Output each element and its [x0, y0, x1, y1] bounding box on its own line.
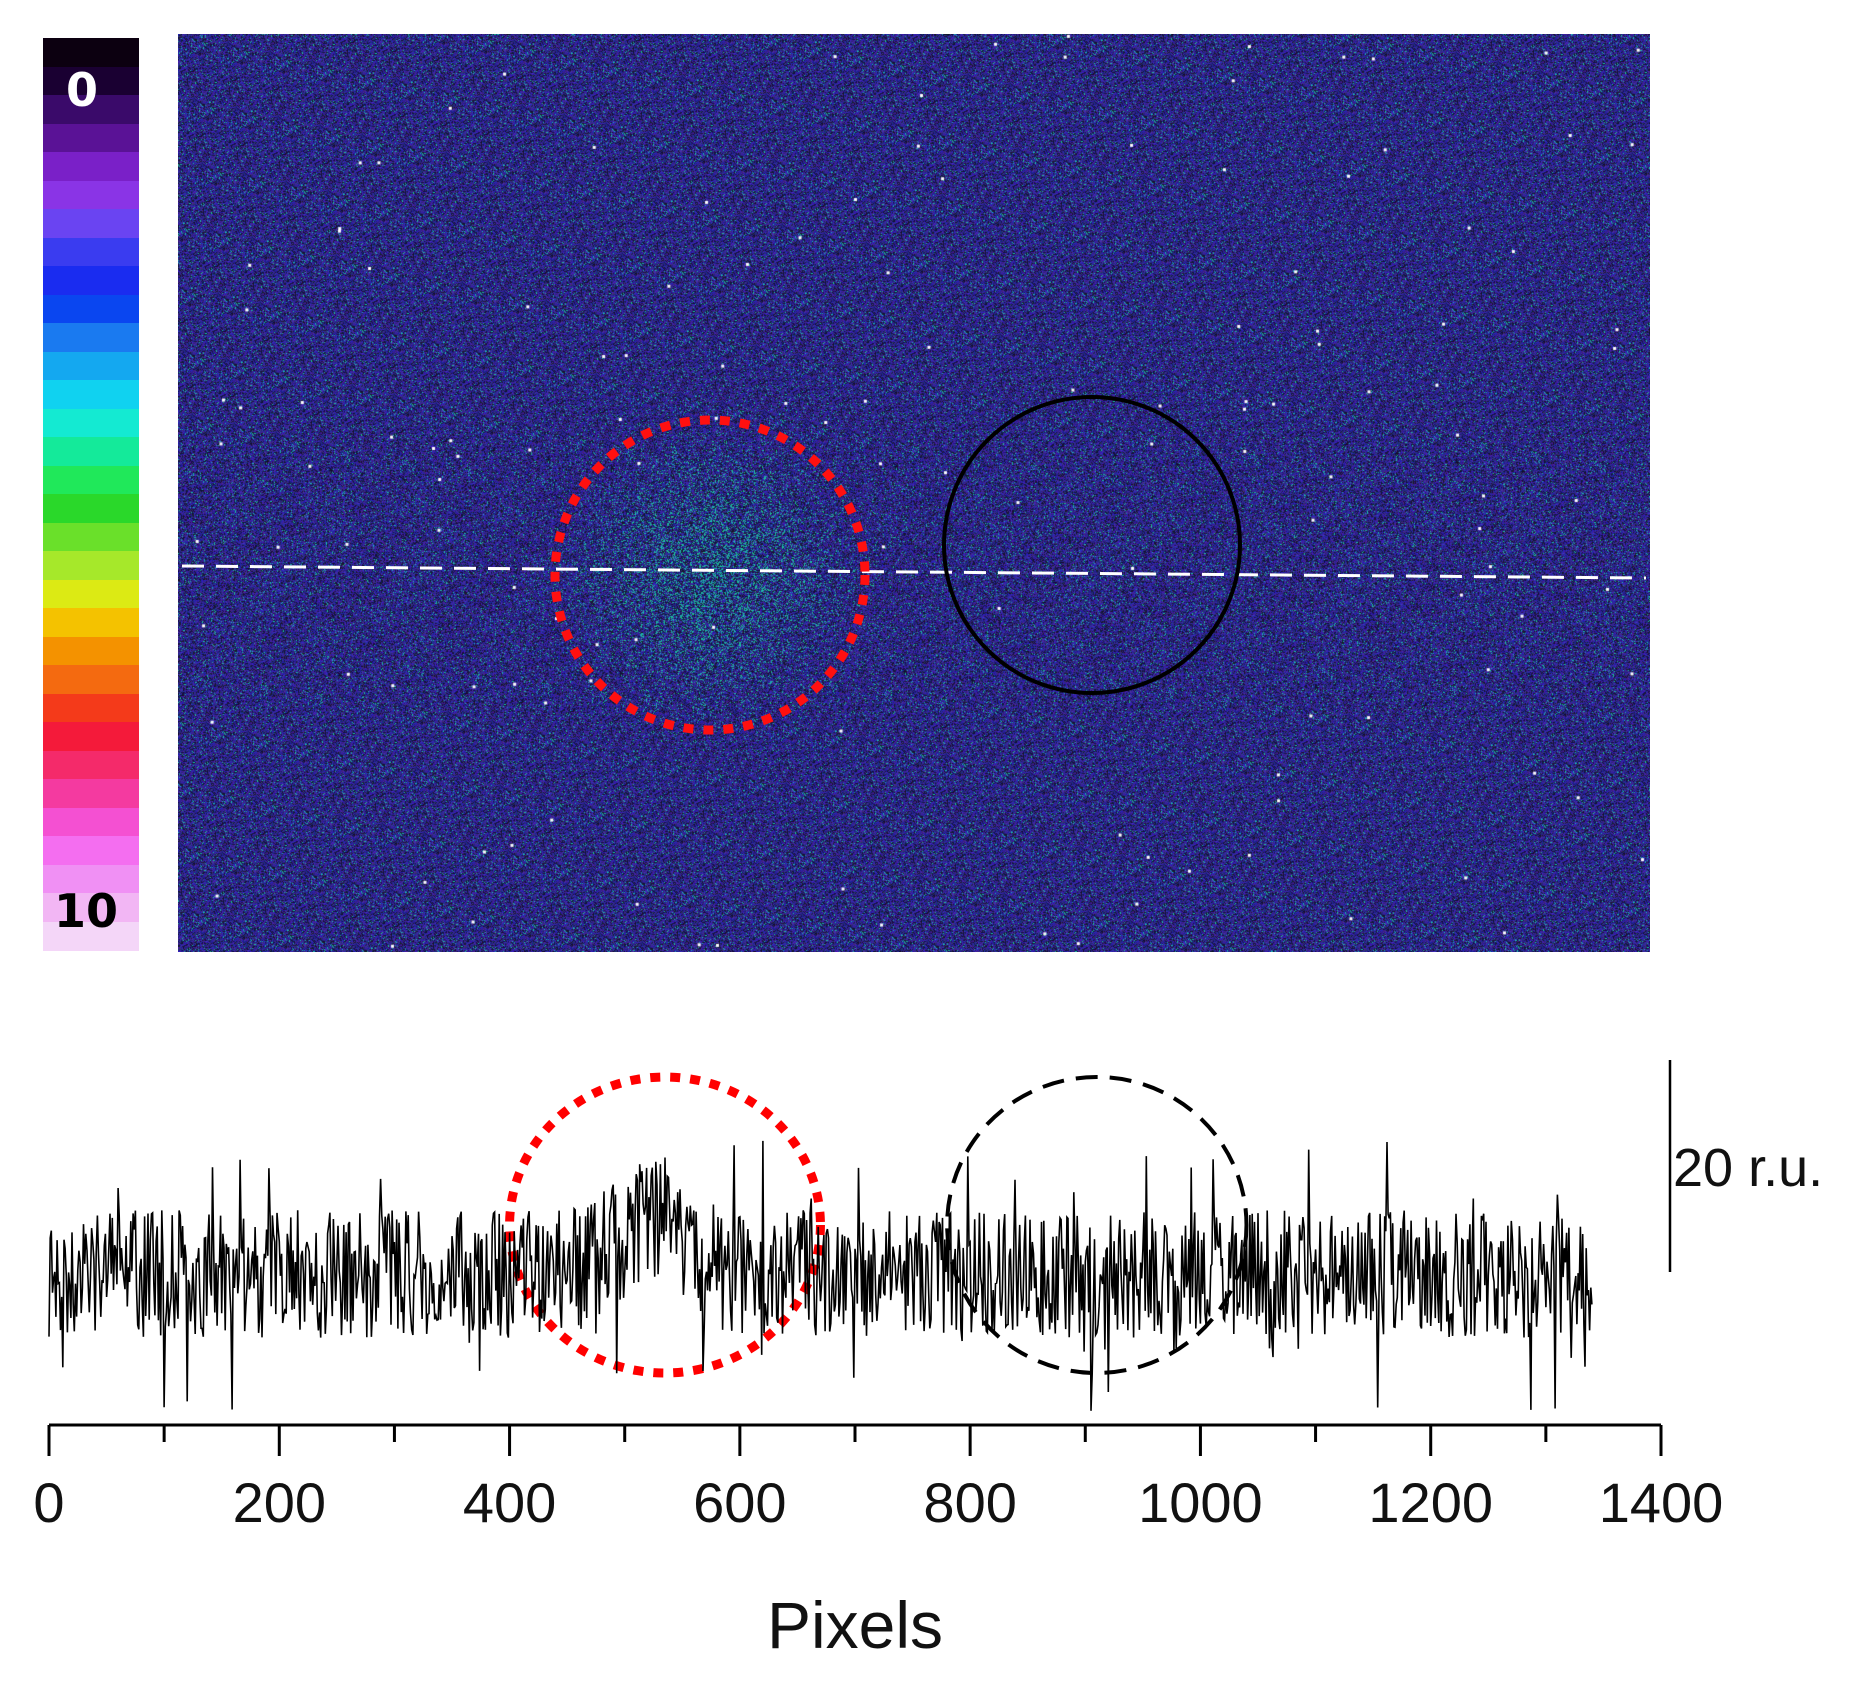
colorbar-segment [43, 836, 139, 866]
colorbar-min-label: 0 [66, 63, 99, 117]
x-tick-label: 200 [233, 1471, 326, 1534]
x-tick-label: 400 [463, 1471, 556, 1534]
colorbar-segment [43, 921, 139, 951]
colorbar-segment [43, 408, 139, 438]
colorbar-segment [43, 123, 139, 153]
background-region-circle [942, 395, 1242, 695]
colorbar-segment [43, 494, 139, 524]
colorbar-segment [43, 209, 139, 239]
colorbar-segment [43, 864, 139, 894]
colorbar-segment [43, 636, 139, 666]
colorbar-segment [43, 180, 139, 210]
x-tick-label: 1400 [1599, 1471, 1724, 1534]
colorbar-segment [43, 722, 139, 752]
signal-region-outline [505, 1072, 825, 1378]
x-tick-label: 600 [693, 1471, 786, 1534]
colorbar-segment [43, 437, 139, 467]
colorbar-segment [43, 380, 139, 410]
colorbar-segment [43, 323, 139, 353]
signal-region-circle [550, 415, 870, 735]
colorbar-segment [43, 665, 139, 695]
fluorescence-image [178, 34, 1650, 952]
x-axis-title: Pixels [767, 1588, 943, 1662]
colorbar-segment [43, 237, 139, 267]
colorbar-segment [43, 750, 139, 780]
colorbar-segment [43, 38, 139, 68]
colorbar-segment [43, 266, 139, 296]
colorbar-segment [43, 294, 139, 324]
colorbar-segment [43, 551, 139, 581]
x-tick-label: 0 [33, 1471, 64, 1534]
colorbar-segment [43, 893, 139, 923]
x-tick-label: 800 [923, 1471, 1016, 1534]
colorbar-segment [43, 95, 139, 125]
colorbar-segment [43, 152, 139, 182]
colorbar-max-label: 10 [54, 884, 119, 938]
profile-trace [48, 1140, 1593, 1411]
colorbar-segment [43, 579, 139, 609]
colorbar [43, 38, 139, 951]
colorbar-segment [43, 66, 139, 96]
scale-bar-label: 20 r.u. [1673, 1138, 1823, 1198]
colorbar-segment [43, 693, 139, 723]
colorbar-segment [43, 779, 139, 809]
x-tick-label: 1200 [1368, 1471, 1493, 1534]
line-profile-marker [181, 564, 1647, 580]
colorbar-segment [43, 351, 139, 381]
colorbar-segment [43, 522, 139, 552]
background-region-outline [945, 1075, 1249, 1375]
colorbar-segment [43, 608, 139, 638]
colorbar-segment [43, 465, 139, 495]
colorbar-segment [43, 807, 139, 837]
x-tick-label: 1000 [1138, 1471, 1263, 1534]
